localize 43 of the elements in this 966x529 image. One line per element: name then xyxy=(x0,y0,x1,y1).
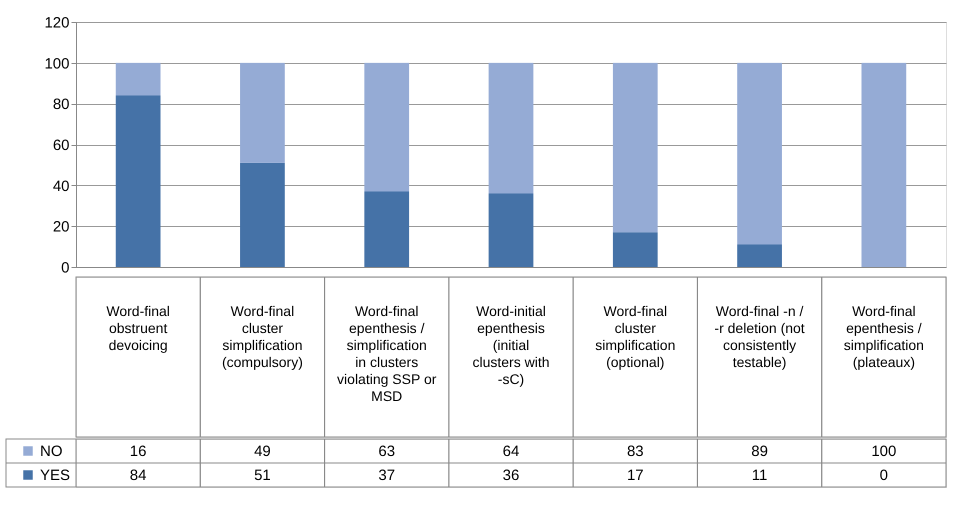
x-tick-label: Word-final epenthesis / simplification in clusters violating SSP or MSD xyxy=(337,303,437,404)
bar xyxy=(116,96,161,267)
data-label: 37 xyxy=(378,467,396,484)
bar xyxy=(116,62,161,96)
data-label: 17 xyxy=(626,467,644,484)
x-tick-label: Word-final cluster simplification (compulsory) xyxy=(222,303,303,370)
data-label: 84 xyxy=(130,467,146,484)
data-label: 83 xyxy=(626,443,644,460)
x-tick-label: Word-final epenthesis / simplification (plateaux) xyxy=(844,303,924,370)
y-tick-label: 60 xyxy=(52,137,70,154)
data-label: 49 xyxy=(254,443,271,460)
y-tick-label: 100 xyxy=(44,55,70,72)
bar xyxy=(240,62,285,163)
x-tick-label: Word-final cluster simplification (optional) xyxy=(595,303,676,370)
data-label: 51 xyxy=(254,467,271,484)
bar xyxy=(364,62,410,192)
bar xyxy=(364,191,410,267)
data-label: 63 xyxy=(378,443,396,460)
legend-label: YES xyxy=(40,467,70,484)
x-tick-label: Word-initial epenthesis (initial clusters with -sC) xyxy=(472,303,550,387)
bar xyxy=(488,194,534,267)
bar xyxy=(861,62,906,267)
x-tick-label: Word-final -n / -r deletion (not consistently testable) xyxy=(714,303,805,370)
data-label: 64 xyxy=(502,443,520,460)
data-label: 16 xyxy=(130,443,146,460)
data-label: 11 xyxy=(752,467,768,484)
data-label: 89 xyxy=(751,443,768,460)
y-tick-label: 80 xyxy=(52,96,70,114)
data-label: 0 xyxy=(880,467,888,484)
y-tick-label: 120 xyxy=(44,14,70,32)
bar xyxy=(612,62,658,232)
bar xyxy=(612,232,658,267)
legend-label: NO xyxy=(40,443,62,460)
data-label: 36 xyxy=(502,467,520,484)
y-tick-label: 20 xyxy=(52,218,70,236)
y-tick-label: 40 xyxy=(52,178,70,195)
bar xyxy=(240,162,285,267)
bar xyxy=(737,62,782,245)
data-label: 100 xyxy=(871,443,896,460)
bar xyxy=(737,244,782,267)
bar xyxy=(488,62,534,194)
y-tick-label: 0 xyxy=(61,260,70,276)
x-tick-label: Word-final obstruent devoicing xyxy=(106,303,170,353)
